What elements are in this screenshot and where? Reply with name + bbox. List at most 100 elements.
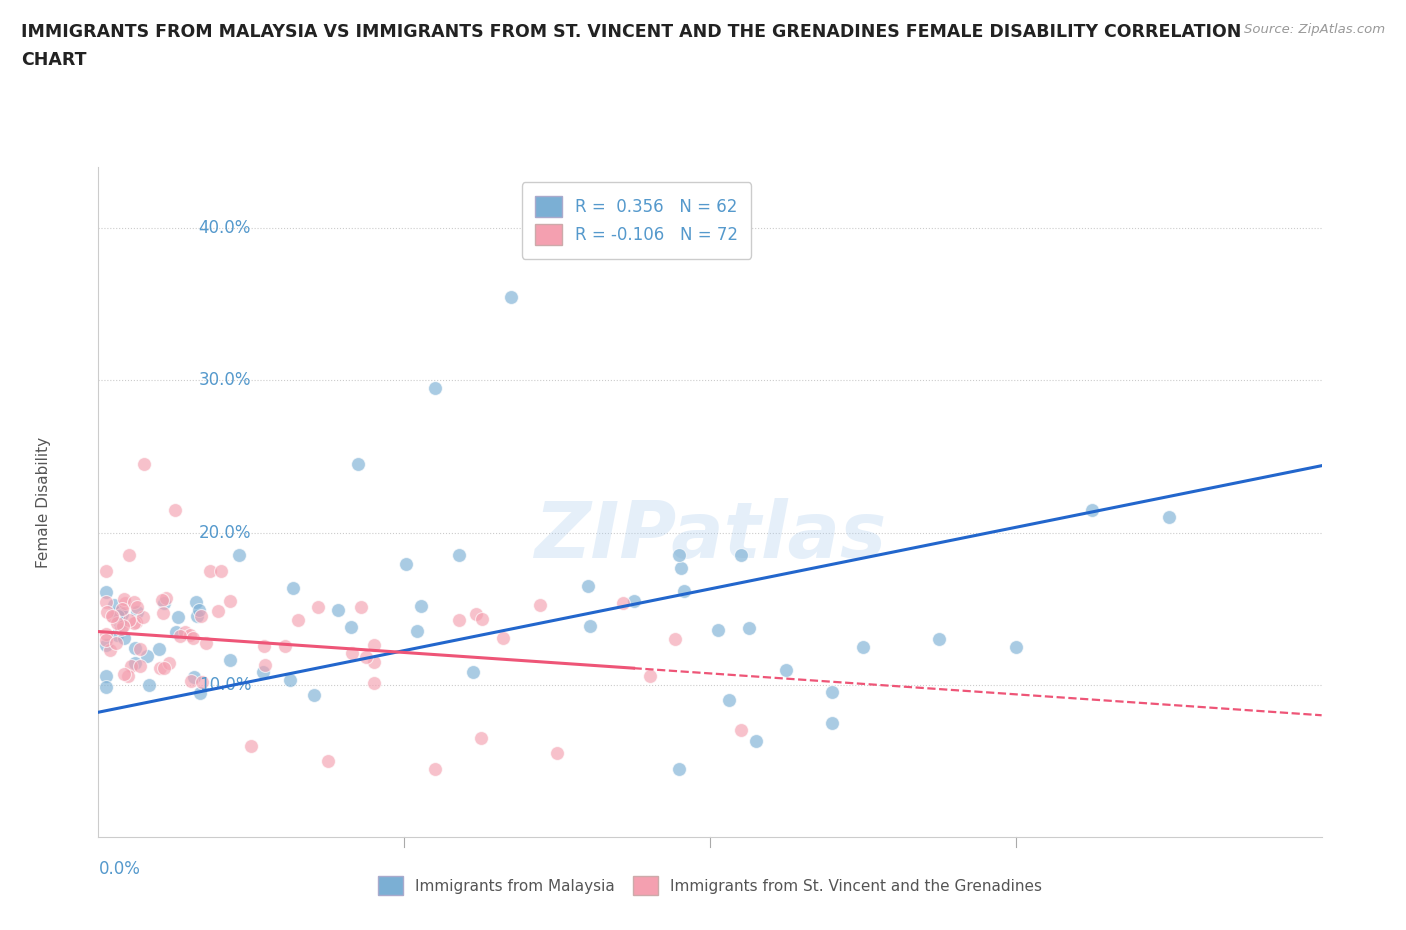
Point bbox=[128, 642, 150, 657]
Point bbox=[94, 627, 117, 642]
Point bbox=[274, 639, 297, 654]
Point bbox=[165, 625, 187, 640]
Point bbox=[105, 605, 128, 620]
Point bbox=[529, 597, 551, 612]
Point bbox=[148, 642, 170, 657]
Point bbox=[546, 746, 568, 761]
Point bbox=[307, 600, 329, 615]
Point bbox=[363, 638, 385, 653]
Point bbox=[105, 628, 128, 643]
Point bbox=[668, 548, 690, 563]
Point bbox=[576, 578, 599, 593]
Point bbox=[105, 616, 128, 631]
Point bbox=[612, 595, 634, 610]
Point bbox=[122, 616, 145, 631]
Point bbox=[219, 593, 242, 608]
Point bbox=[1157, 510, 1180, 525]
Point bbox=[117, 669, 139, 684]
Point bbox=[186, 609, 208, 624]
Point bbox=[94, 637, 117, 652]
Point bbox=[96, 605, 118, 620]
Point bbox=[152, 595, 174, 610]
Point bbox=[449, 548, 471, 563]
Point bbox=[134, 457, 156, 472]
Text: 0.0%: 0.0% bbox=[98, 860, 141, 879]
Point bbox=[138, 677, 160, 692]
Point bbox=[209, 564, 232, 578]
Point bbox=[638, 669, 661, 684]
Point bbox=[492, 630, 515, 644]
Point bbox=[120, 658, 142, 673]
Point bbox=[103, 598, 125, 613]
Point bbox=[187, 603, 209, 618]
Point bbox=[340, 620, 363, 635]
Point bbox=[240, 738, 263, 753]
Point bbox=[125, 600, 148, 615]
Text: 40.0%: 40.0% bbox=[198, 219, 252, 237]
Point bbox=[852, 639, 875, 654]
Point bbox=[112, 631, 135, 645]
Point bbox=[108, 616, 131, 631]
Point bbox=[105, 636, 128, 651]
Point bbox=[136, 648, 159, 663]
Point bbox=[98, 643, 121, 658]
Point bbox=[423, 380, 446, 395]
Text: 20.0%: 20.0% bbox=[198, 524, 252, 541]
Point bbox=[188, 685, 211, 700]
Point bbox=[110, 621, 132, 636]
Point bbox=[730, 723, 752, 737]
Point bbox=[447, 613, 470, 628]
Point bbox=[254, 658, 277, 672]
Point bbox=[671, 561, 693, 576]
Point bbox=[350, 600, 373, 615]
Point bbox=[278, 672, 301, 687]
Point bbox=[108, 605, 131, 620]
Point bbox=[287, 613, 309, 628]
Point bbox=[465, 607, 488, 622]
Point bbox=[340, 645, 363, 660]
Text: IMMIGRANTS FROM MALAYSIA VS IMMIGRANTS FROM ST. VINCENT AND THE GRENADINES FEMAL: IMMIGRANTS FROM MALAYSIA VS IMMIGRANTS F… bbox=[21, 23, 1241, 41]
Point bbox=[775, 662, 797, 677]
Point bbox=[111, 606, 134, 621]
Legend: Immigrants from Malaysia, Immigrants from St. Vincent and the Grenadines: Immigrants from Malaysia, Immigrants fro… bbox=[371, 868, 1049, 903]
Point bbox=[228, 548, 250, 563]
Point bbox=[114, 595, 136, 610]
Point bbox=[395, 557, 418, 572]
Point bbox=[738, 620, 761, 635]
Point bbox=[112, 591, 135, 606]
Point bbox=[281, 580, 304, 595]
Point bbox=[179, 627, 201, 642]
Point bbox=[252, 665, 274, 680]
Point bbox=[111, 602, 134, 617]
Point bbox=[94, 585, 117, 600]
Point bbox=[155, 591, 177, 605]
Point bbox=[132, 609, 155, 624]
Point bbox=[219, 653, 242, 668]
Point bbox=[173, 625, 195, 640]
Point bbox=[167, 609, 190, 624]
Point bbox=[664, 631, 686, 646]
Point bbox=[471, 612, 494, 627]
Point bbox=[152, 606, 174, 621]
Point bbox=[183, 670, 205, 684]
Point bbox=[717, 693, 740, 708]
Point bbox=[118, 548, 141, 563]
Point bbox=[101, 608, 124, 623]
Point bbox=[405, 623, 427, 638]
Point bbox=[180, 673, 202, 688]
Point bbox=[94, 632, 117, 647]
Point bbox=[302, 688, 325, 703]
Point bbox=[347, 457, 370, 472]
Point bbox=[149, 661, 172, 676]
Point bbox=[163, 502, 186, 517]
Text: Source: ZipAtlas.com: Source: ZipAtlas.com bbox=[1244, 23, 1385, 36]
Point bbox=[129, 658, 152, 673]
Point bbox=[124, 656, 146, 671]
Point bbox=[150, 592, 173, 607]
Point bbox=[94, 680, 117, 695]
Point bbox=[169, 629, 191, 644]
Point bbox=[127, 604, 149, 619]
Point bbox=[184, 595, 207, 610]
Point bbox=[198, 564, 221, 578]
Point bbox=[821, 685, 844, 700]
